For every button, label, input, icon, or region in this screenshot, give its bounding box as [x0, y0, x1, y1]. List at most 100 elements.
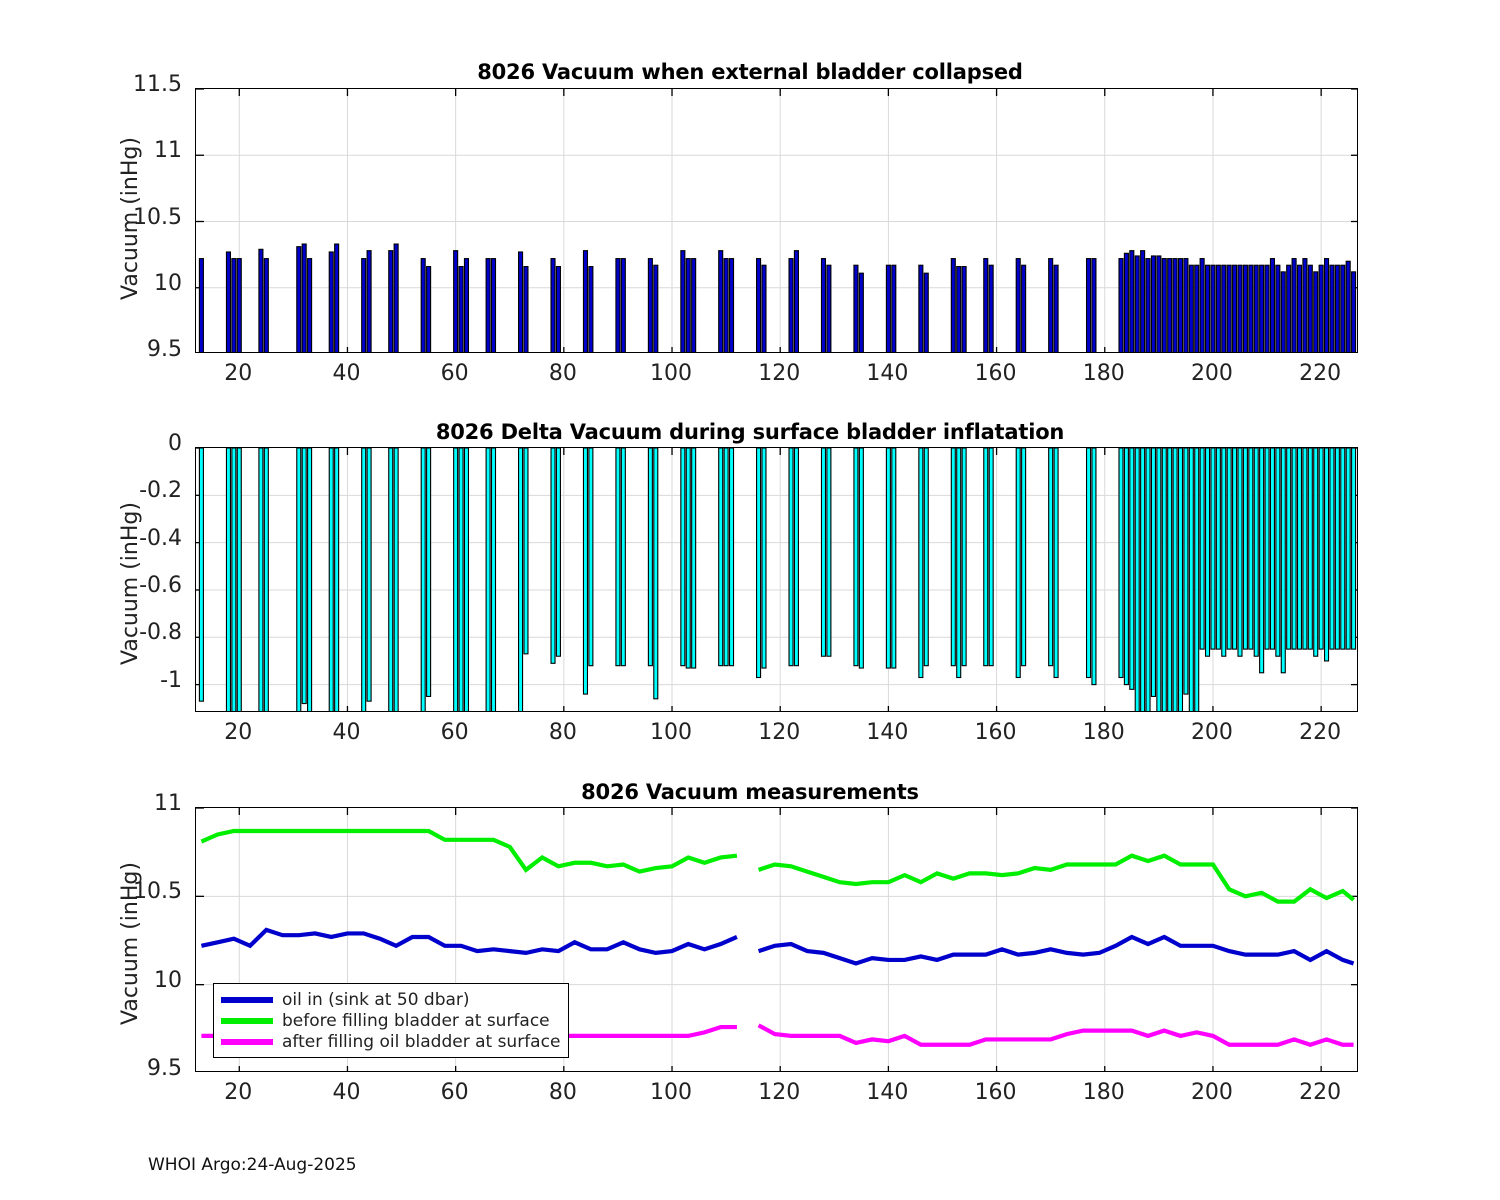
bar	[718, 250, 724, 352]
bar	[1345, 260, 1351, 352]
bar	[518, 448, 524, 711]
bar	[588, 266, 594, 352]
bar	[1215, 448, 1221, 650]
legend-item-oil-in: oil in (sink at 50 dbar)	[221, 989, 559, 1010]
xtick-label-p1-200: 200	[1190, 361, 1233, 386]
bar	[718, 448, 724, 667]
bar	[263, 448, 269, 711]
bar	[1134, 255, 1140, 352]
bar	[885, 264, 891, 352]
bar	[388, 448, 394, 711]
bar	[366, 250, 372, 352]
bar	[826, 264, 832, 352]
bar	[1237, 264, 1243, 352]
bar	[1264, 448, 1270, 650]
bar	[1313, 271, 1319, 352]
bar	[988, 264, 994, 352]
bar	[685, 448, 691, 669]
xtick-label-p2-140: 140	[866, 720, 909, 745]
bar	[858, 448, 864, 669]
bar	[393, 448, 399, 711]
bar	[1194, 264, 1200, 352]
xtick-label-p2-100: 100	[650, 720, 693, 745]
ytick-label-p2-neg0_8: -0.8	[139, 620, 182, 646]
bar	[582, 448, 589, 695]
bar	[1340, 264, 1346, 352]
panel-delta-vacuum: 8026 Delta Vacuum during surface bladder…	[0, 0, 1500, 712]
bar	[1302, 448, 1308, 650]
bar	[198, 448, 204, 702]
ytick-label-p1-10: 10	[154, 270, 182, 296]
ytick-label-p2-0: 0	[168, 431, 182, 456]
bar	[853, 264, 859, 352]
panel-2-plot-area	[195, 447, 1358, 712]
bar	[728, 258, 735, 352]
legend-label-before-fill: before filling bladder at surface	[282, 1010, 550, 1031]
xtick-label-p1-80: 80	[548, 361, 577, 386]
bar	[1248, 264, 1254, 352]
bar	[761, 264, 767, 352]
bar	[1199, 448, 1205, 650]
bar	[983, 258, 989, 352]
xtick-label-p3-80: 80	[548, 1080, 577, 1105]
xtick-label-p1-140: 140	[866, 361, 909, 386]
bar	[231, 258, 237, 352]
panel-vacuum-collapsed: 8026 Vacuum when external bladder collap…	[0, 0, 1500, 400]
bar	[1242, 264, 1248, 352]
xtick-label-p2-80: 80	[548, 720, 577, 745]
bar	[1248, 448, 1254, 650]
bar	[680, 448, 686, 667]
bar	[1204, 448, 1211, 657]
ytick-label-p1-11_5: 11.5	[133, 72, 182, 97]
bar	[1291, 258, 1297, 352]
bar	[420, 258, 426, 352]
legend-swatch-after-fill	[221, 1038, 273, 1045]
xtick-label-p2-60: 60	[440, 720, 469, 745]
bar	[518, 251, 524, 352]
line-series-2-seg-1	[757, 1023, 1354, 1047]
bar	[961, 448, 967, 667]
bar	[1291, 448, 1297, 650]
bar	[1150, 255, 1156, 352]
xtick-label-p3-140: 140	[866, 1080, 909, 1105]
xtick-label-p1-180: 180	[1082, 361, 1125, 386]
bar	[756, 258, 762, 352]
bar	[923, 448, 929, 667]
bar	[1140, 250, 1146, 352]
bar	[1145, 448, 1151, 711]
bar	[1296, 448, 1303, 650]
bar	[453, 250, 459, 352]
bar	[1156, 255, 1162, 352]
bar	[1286, 448, 1292, 650]
bar	[1259, 264, 1265, 352]
bar	[1296, 264, 1303, 352]
bar	[620, 448, 626, 667]
ytick-label-p2-neg0_2: -0.2	[139, 478, 182, 504]
bar	[988, 448, 994, 667]
line-series-0-seg-1	[757, 934, 1355, 966]
bar	[231, 448, 237, 711]
bar	[490, 258, 497, 352]
bar	[1232, 264, 1238, 352]
bar	[761, 448, 767, 669]
bar	[691, 258, 697, 352]
xtick-label-p1-220: 220	[1299, 361, 1342, 386]
bar	[1264, 264, 1270, 352]
bar	[1183, 448, 1189, 695]
bar	[426, 448, 432, 697]
bar	[1280, 271, 1286, 352]
bar	[1269, 258, 1276, 352]
bar	[691, 448, 697, 669]
bar	[1210, 448, 1216, 650]
footer-caption: WHOI Argo:24-Aug-2025	[148, 1155, 357, 1175]
bar	[361, 258, 367, 352]
xtick-label-p1-100: 100	[650, 361, 693, 386]
bar	[555, 266, 561, 352]
ytick-label-p3-11: 11	[154, 791, 182, 816]
bar	[453, 448, 459, 711]
bar	[1140, 448, 1146, 711]
bar	[950, 258, 956, 352]
bar	[1134, 448, 1140, 711]
ytick-label-p3-10: 10	[154, 967, 182, 993]
